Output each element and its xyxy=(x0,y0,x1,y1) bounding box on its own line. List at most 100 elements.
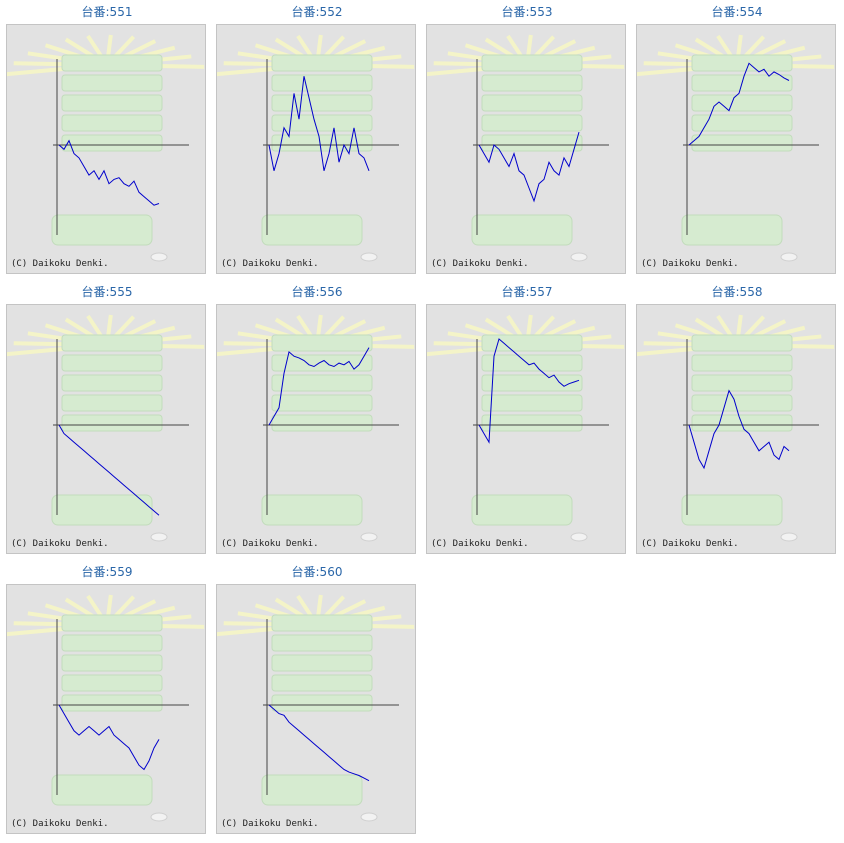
medal-box xyxy=(481,94,583,112)
machine-card: 台番:553 (C) Daikoku Denki. xyxy=(426,0,628,274)
medal-box xyxy=(481,134,583,152)
medal-box xyxy=(691,94,793,112)
copyright-text: (C) Daikoku Denki. xyxy=(641,539,739,549)
medal-box xyxy=(271,634,373,652)
medal-tray xyxy=(51,774,153,806)
medal-box xyxy=(271,614,373,632)
machine-card: 台番:554 (C) Daikoku Denki. xyxy=(636,0,838,274)
slump-graph-panel[interactable]: (C) Daikoku Denki. xyxy=(216,24,416,274)
medal-box xyxy=(61,654,163,672)
slump-graph xyxy=(217,34,415,262)
machine-title-link[interactable]: 台番:556 xyxy=(291,285,343,299)
machine-title-link[interactable]: 台番:552 xyxy=(291,5,343,19)
machine-card: 台番:556 (C) Daikoku Denki. xyxy=(216,280,418,554)
slump-graph-panel[interactable]: (C) Daikoku Denki. xyxy=(6,584,206,834)
machine-title-link[interactable]: 台番:554 xyxy=(711,5,763,19)
slump-graph-panel[interactable]: (C) Daikoku Denki. xyxy=(6,304,206,554)
machine-illustration xyxy=(427,314,625,542)
medal-box xyxy=(691,114,793,132)
medal-box xyxy=(481,354,583,372)
medal-coin xyxy=(570,252,588,262)
machine-title-link[interactable]: 台番:558 xyxy=(711,285,763,299)
medal-tray xyxy=(261,494,363,526)
medal-box xyxy=(61,414,163,432)
medal-box xyxy=(481,74,583,92)
medal-box xyxy=(691,134,793,152)
copyright-text: (C) Daikoku Denki. xyxy=(431,259,529,269)
slump-line xyxy=(58,139,160,206)
medal-tray xyxy=(471,494,573,526)
machine-card: 台番:551 (C) Daikoku Denki. xyxy=(6,0,208,274)
slump-line xyxy=(268,76,370,171)
medal-box xyxy=(61,674,163,692)
medal-coin xyxy=(150,252,168,262)
medal-coin xyxy=(360,532,378,542)
machine-title-link[interactable]: 台番:557 xyxy=(501,285,553,299)
medal-box xyxy=(271,354,373,372)
slump-line xyxy=(58,704,160,771)
medal-box xyxy=(481,374,583,392)
medal-box xyxy=(481,334,583,352)
machine-title-link[interactable]: 台番:551 xyxy=(81,5,133,19)
machine-illustration xyxy=(7,594,205,822)
medal-coin xyxy=(570,532,588,542)
medal-box xyxy=(271,54,373,72)
medal-box xyxy=(271,114,373,132)
machine-illustration xyxy=(7,34,205,262)
copyright-text: (C) Daikoku Denki. xyxy=(641,259,739,269)
slump-graph-panel[interactable]: (C) Daikoku Denki. xyxy=(636,304,836,554)
copyright-text: (C) Daikoku Denki. xyxy=(431,539,529,549)
slump-line xyxy=(268,704,370,782)
slump-line xyxy=(478,131,580,203)
slump-graph-panel[interactable]: (C) Daikoku Denki. xyxy=(426,24,626,274)
slump-graph-panel[interactable]: (C) Daikoku Denki. xyxy=(426,304,626,554)
slump-graph xyxy=(637,34,835,262)
medal-box xyxy=(271,334,373,352)
machine-illustration xyxy=(637,34,835,262)
machine-illustration xyxy=(217,594,415,822)
copyright-text: (C) Daikoku Denki. xyxy=(11,259,109,269)
machine-illustration xyxy=(217,314,415,542)
machine-title-link[interactable]: 台番:555 xyxy=(81,285,133,299)
medal-box xyxy=(61,354,163,372)
medal-tray xyxy=(681,214,783,246)
medal-coin xyxy=(780,532,798,542)
machine-card: 台番:558 (C) Daikoku Denki. xyxy=(636,280,838,554)
medal-tray xyxy=(51,494,153,526)
medal-box xyxy=(271,414,373,432)
medal-box xyxy=(691,354,793,372)
medal-tray xyxy=(261,774,363,806)
medal-box xyxy=(61,394,163,412)
slump-graph-panel[interactable]: (C) Daikoku Denki. xyxy=(636,24,836,274)
machine-illustration xyxy=(427,34,625,262)
slump-graph xyxy=(217,594,415,822)
medal-box xyxy=(481,414,583,432)
medal-box xyxy=(271,94,373,112)
slump-graph xyxy=(427,34,625,262)
medal-box xyxy=(271,694,373,712)
medal-coin xyxy=(780,252,798,262)
medal-box xyxy=(61,614,163,632)
slump-graph xyxy=(7,594,205,822)
slump-line xyxy=(688,389,790,470)
medal-box xyxy=(271,134,373,152)
machine-title-link[interactable]: 台番:560 xyxy=(291,565,343,579)
slump-graph-panel[interactable]: (C) Daikoku Denki. xyxy=(6,24,206,274)
slump-graph-panel[interactable]: (C) Daikoku Denki. xyxy=(216,584,416,834)
slump-graph xyxy=(427,314,625,542)
machine-title-link[interactable]: 台番:553 xyxy=(501,5,553,19)
medal-box xyxy=(271,74,373,92)
slump-line xyxy=(688,62,790,146)
medal-box xyxy=(61,54,163,72)
machine-illustration xyxy=(637,314,835,542)
medal-box xyxy=(481,54,583,72)
slump-graph xyxy=(7,34,205,262)
machine-card: 台番:557 (C) Daikoku Denki. xyxy=(426,280,628,554)
slump-graph-panel[interactable]: (C) Daikoku Denki. xyxy=(216,304,416,554)
medal-box xyxy=(691,374,793,392)
machine-title-link[interactable]: 台番:559 xyxy=(81,565,133,579)
slump-line xyxy=(268,347,370,426)
slump-graph xyxy=(217,314,415,542)
medal-tray xyxy=(681,494,783,526)
medal-box xyxy=(61,694,163,712)
